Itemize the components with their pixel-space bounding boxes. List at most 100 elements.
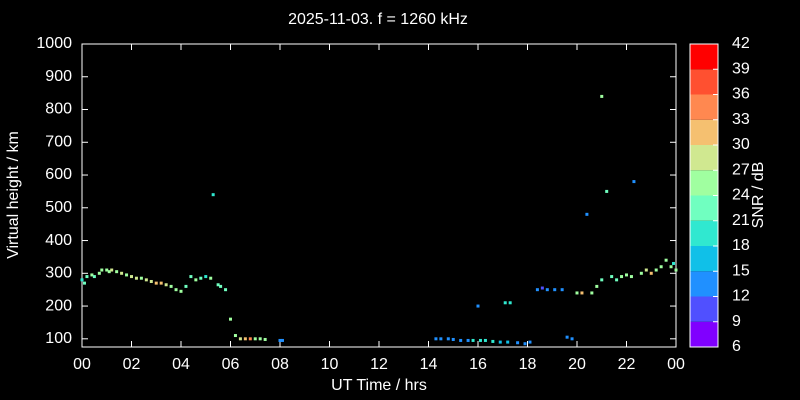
data-point <box>553 288 557 292</box>
x-tick-label: 22 <box>618 356 636 373</box>
data-point <box>528 340 532 344</box>
data-point <box>189 275 193 279</box>
colorbar-tick-label: 21 <box>732 212 750 229</box>
y-tick-label: 500 <box>45 199 72 216</box>
data-point <box>545 288 549 292</box>
data-point <box>97 271 101 275</box>
data-point <box>174 288 178 292</box>
colorbar-tick-label: 27 <box>732 161 750 178</box>
data-point <box>219 284 223 288</box>
data-point <box>224 288 228 292</box>
y-tick-label: 900 <box>45 68 72 85</box>
data-point <box>580 291 584 295</box>
data-point <box>672 261 676 265</box>
data-point <box>605 189 609 193</box>
data-point <box>503 301 507 305</box>
data-point <box>120 271 124 275</box>
data-point <box>233 334 237 338</box>
data-point <box>107 270 111 274</box>
colorbar-tick-label: 24 <box>732 187 750 204</box>
plot-frame <box>81 43 677 348</box>
data-point <box>540 286 544 290</box>
colorbar-band <box>690 145 718 171</box>
data-point <box>629 275 633 279</box>
data-point <box>243 337 247 341</box>
data-point <box>179 289 183 293</box>
colorbar-tick-label: 12 <box>732 288 750 305</box>
colorbar-band <box>690 69 718 95</box>
data-point <box>535 288 539 292</box>
colorbar-tick-label: 18 <box>732 237 750 254</box>
colorbar-band <box>690 119 718 145</box>
data-point <box>471 338 475 342</box>
data-point <box>164 283 168 287</box>
data-point <box>199 276 203 280</box>
data-point <box>451 337 455 341</box>
colorbar-tick-label: 33 <box>732 111 750 128</box>
data-point <box>516 341 520 345</box>
data-point <box>565 335 569 339</box>
data-point <box>644 268 648 272</box>
data-point <box>466 338 470 342</box>
colorbar-band <box>690 321 718 347</box>
x-tick-label: 20 <box>568 356 586 373</box>
y-tick-label: 300 <box>45 265 72 282</box>
colorbar-band <box>690 246 718 272</box>
data-point <box>590 291 594 295</box>
data-point <box>523 342 527 346</box>
data-point <box>258 337 262 341</box>
data-point <box>625 273 628 277</box>
colorbar-tick-label: 42 <box>732 35 750 52</box>
y-tick-label: 1000 <box>36 35 72 52</box>
data-point <box>263 337 267 341</box>
data-point <box>216 283 220 287</box>
data-point <box>446 337 450 341</box>
data-point <box>149 279 153 283</box>
data-point <box>154 281 158 285</box>
data-point <box>575 291 579 295</box>
data-point <box>434 337 438 341</box>
data-point <box>90 273 94 277</box>
chart-title: 2025-11-03. f = 1260 kHz <box>288 11 468 28</box>
data-point <box>491 339 495 343</box>
data-point <box>508 301 512 305</box>
data-point <box>85 275 89 279</box>
data-point <box>280 338 284 342</box>
x-tick-label: 10 <box>321 356 339 373</box>
data-point <box>664 258 668 262</box>
data-point <box>674 268 678 272</box>
x-tick-label: 12 <box>370 356 388 373</box>
data-point <box>600 278 604 282</box>
x-tick-label: 18 <box>519 356 537 373</box>
y-tick-label: 100 <box>45 330 72 347</box>
data-point <box>498 340 502 344</box>
data-point <box>110 268 114 272</box>
x-tick-label: 00 <box>73 356 91 373</box>
x-tick-label: 08 <box>271 356 289 373</box>
y-tick-label: 200 <box>45 297 72 314</box>
data-point <box>130 275 133 279</box>
data-point <box>669 265 673 269</box>
colorbar-band <box>690 271 718 297</box>
data-point <box>439 337 443 341</box>
data-point <box>506 340 510 344</box>
y-tick-label: 400 <box>45 232 72 249</box>
colorbar-band <box>690 220 718 246</box>
data-point <box>278 338 282 342</box>
data-point <box>229 317 232 321</box>
colorbar-band <box>690 195 718 221</box>
data-point <box>92 275 96 279</box>
data-point <box>649 271 653 275</box>
data-point <box>476 304 480 308</box>
data-point <box>632 180 636 184</box>
data-point <box>654 268 658 272</box>
data-point <box>211 193 215 197</box>
data-point <box>248 337 252 341</box>
data-point <box>253 337 257 341</box>
colorbar-tick-label: 6 <box>732 338 741 355</box>
x-tick-label: 14 <box>420 356 438 373</box>
data-point <box>615 278 619 282</box>
data-point <box>204 275 208 279</box>
data-point <box>585 212 589 216</box>
